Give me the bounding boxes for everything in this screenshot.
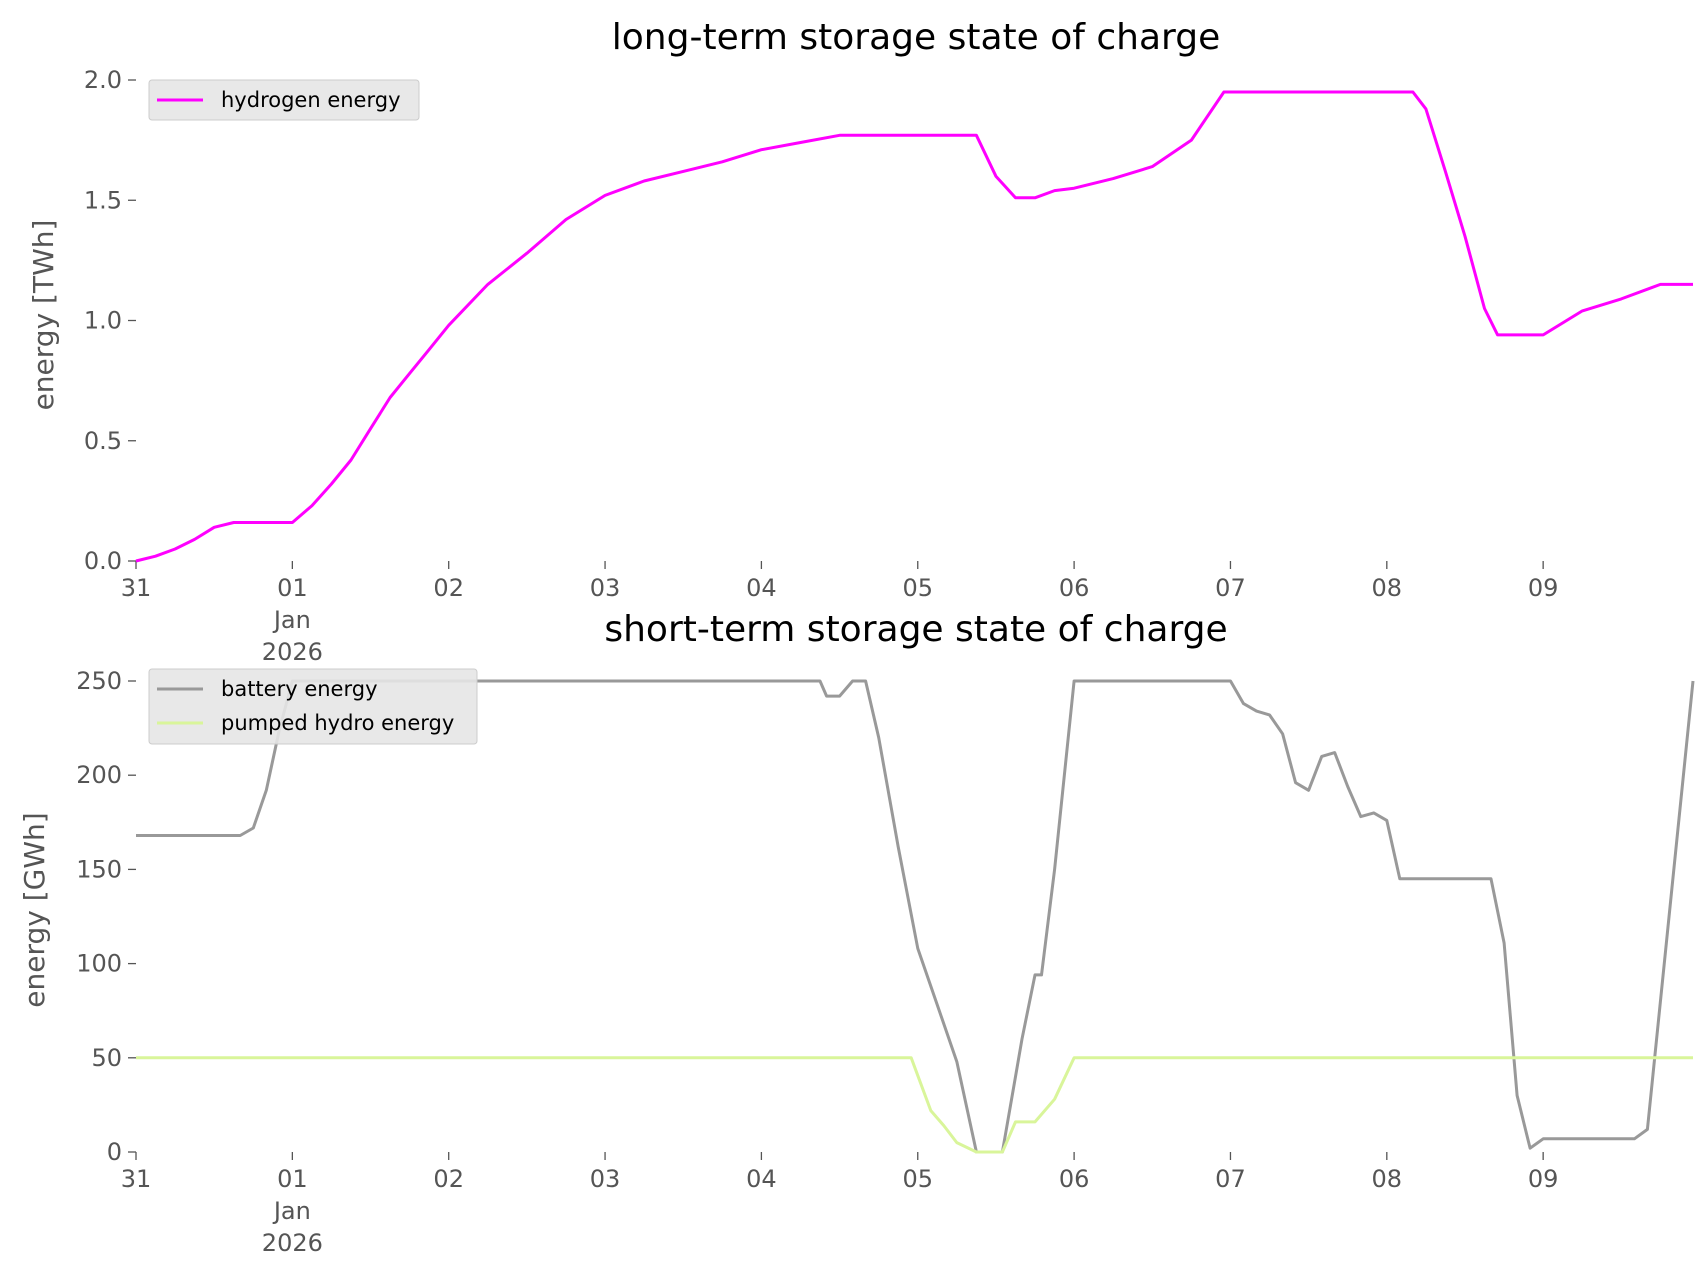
short-term-y-axis-label: energy [GWh] bbox=[18, 812, 51, 1007]
long-term-legend: hydrogen energy bbox=[148, 79, 420, 121]
y-tick-label: 100 bbox=[76, 950, 122, 978]
legend-label: pumped hydro energy bbox=[221, 711, 454, 735]
short-term-x-ticks: 31 01 Jan 2026 02 03 04 05 06 07 08 09 bbox=[121, 1152, 1559, 1257]
x-tick-label: 04 bbox=[746, 574, 777, 602]
legend-box bbox=[148, 668, 478, 745]
legend-label: hydrogen energy bbox=[221, 88, 401, 112]
y-tick-label: 2.0 bbox=[84, 66, 122, 94]
x-tick-label: 07 bbox=[1215, 574, 1246, 602]
x-tick-label: 08 bbox=[1372, 574, 1403, 602]
x-tick-label: 03 bbox=[590, 1165, 621, 1193]
x-tick-label: 07 bbox=[1215, 1165, 1246, 1193]
long-term-x-ticks: 31 01 Jan 2026 02 03 04 05 06 07 08 09 bbox=[121, 561, 1559, 666]
y-tick-label: 0.5 bbox=[84, 427, 122, 455]
short-term-chart: short-term storage state of charge energ… bbox=[18, 609, 1695, 1257]
y-tick-label: 200 bbox=[76, 761, 122, 789]
y-tick-label: 1.5 bbox=[84, 186, 122, 214]
x-tick-label: 2026 bbox=[262, 1229, 323, 1257]
x-tick-label: 09 bbox=[1528, 1165, 1559, 1193]
x-tick-label: 06 bbox=[1059, 1165, 1090, 1193]
x-tick-label: 31 bbox=[121, 574, 152, 602]
x-tick-label: 01 bbox=[277, 574, 308, 602]
y-tick-label: 1.0 bbox=[84, 307, 122, 335]
x-tick-label: 31 bbox=[121, 1165, 152, 1193]
y-tick-label: 150 bbox=[76, 855, 122, 883]
x-tick-label: Jan bbox=[272, 606, 311, 634]
long-term-chart: long-term storage state of charge energy… bbox=[27, 17, 1693, 666]
x-tick-label: 2026 bbox=[262, 638, 323, 666]
series-line bbox=[136, 1056, 1693, 1154]
x-tick-label: 08 bbox=[1372, 1165, 1403, 1193]
long-term-series-lines bbox=[135, 90, 1693, 563]
y-tick-label: 250 bbox=[76, 667, 122, 695]
x-tick-label: 01 bbox=[277, 1165, 308, 1193]
x-tick-label: 09 bbox=[1528, 574, 1559, 602]
x-tick-label: 05 bbox=[902, 1165, 933, 1193]
short-term-legend: battery energy pumped hydro energy bbox=[148, 668, 478, 745]
x-tick-label: 02 bbox=[433, 1165, 464, 1193]
series-line bbox=[135, 90, 1693, 563]
x-tick-label: 06 bbox=[1059, 574, 1090, 602]
legend-box bbox=[148, 79, 420, 121]
short-term-y-ticks: 0 50 100 150 200 250 bbox=[76, 667, 136, 1166]
x-tick-label: Jan bbox=[272, 1197, 311, 1225]
x-tick-label: 02 bbox=[433, 574, 464, 602]
long-term-chart-title: long-term storage state of charge bbox=[612, 17, 1220, 58]
x-tick-label: 04 bbox=[746, 1165, 777, 1193]
y-tick-label: 0.0 bbox=[84, 547, 122, 575]
y-tick-label: 50 bbox=[91, 1044, 122, 1072]
y-tick-label: 0 bbox=[107, 1138, 122, 1166]
legend-label: battery energy bbox=[221, 677, 378, 701]
long-term-y-ticks: 0.0 0.5 1.0 1.5 2.0 bbox=[84, 66, 136, 575]
long-term-y-axis-label: energy [TWh] bbox=[27, 220, 60, 411]
x-tick-label: 03 bbox=[590, 574, 621, 602]
x-tick-label: 05 bbox=[902, 574, 933, 602]
short-term-chart-title: short-term storage state of charge bbox=[604, 609, 1227, 650]
